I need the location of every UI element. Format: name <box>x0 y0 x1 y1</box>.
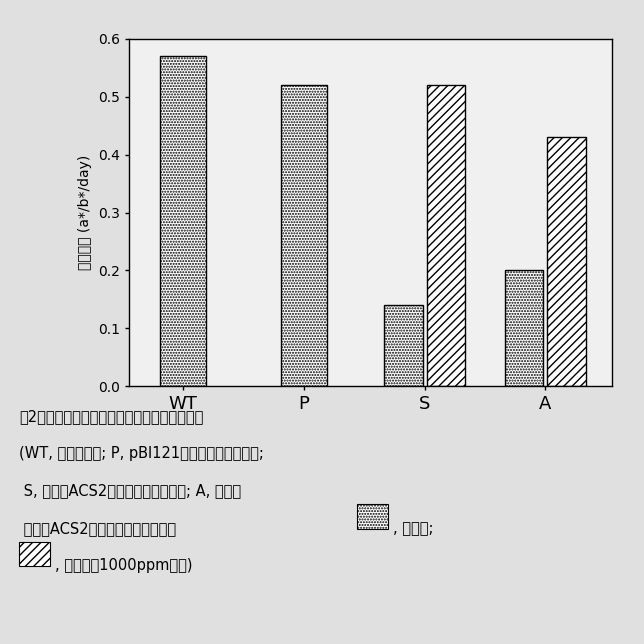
Bar <box>384 305 422 386</box>
Text: , エチレン1000ppm処理): , エチレン1000ppm処理) <box>55 558 193 573</box>
Bar <box>281 85 327 386</box>
Text: , 無処理;: , 無処理; <box>393 521 434 536</box>
Bar <box>426 85 465 386</box>
Bar <box>505 270 544 386</box>
Text: センスACS2遅伝子組換えトマト：: センスACS2遅伝子組換えトマト： <box>19 521 176 536</box>
Text: 図2　トマト果実の着色速度とエチレンの影響: 図2 トマト果実の着色速度とエチレンの影響 <box>19 409 204 424</box>
Text: S, センスACS2遅伝子組換えトマト; A, アンチ: S, センスACS2遅伝子組換えトマト; A, アンチ <box>19 484 241 498</box>
Y-axis label: 着色速度 (a*/b*/day): 着色速度 (a*/b*/day) <box>78 155 92 270</box>
Bar <box>547 137 586 386</box>
Text: (WT, 対照トマト; P, pBI121遅伝子組換えトマト;: (WT, 対照トマト; P, pBI121遅伝子組換えトマト; <box>19 446 264 461</box>
Bar <box>160 56 206 386</box>
